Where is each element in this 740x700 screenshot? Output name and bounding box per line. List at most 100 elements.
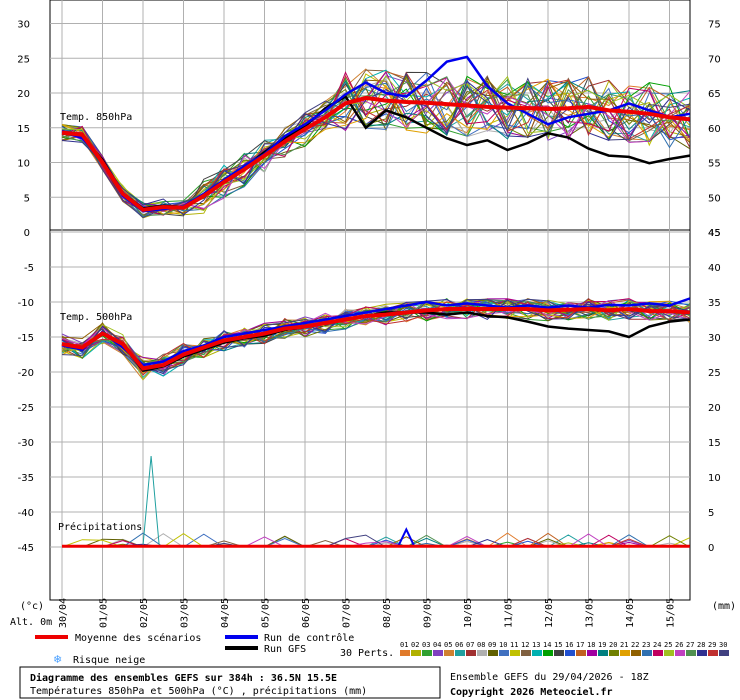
pert-swatch [444,650,454,656]
footer-subtitle: Températures 850hPa et 500hPa (°C) , pré… [30,685,367,697]
pert-swatch [697,650,707,656]
x-tick-label: 12/05 [544,598,555,628]
y-tick-right: 35 [708,298,721,309]
y-tick-right: 30 [708,333,721,344]
pert-number: 22 [631,641,639,649]
pert-swatch [488,650,498,656]
pert-swatch [708,650,718,656]
t500-label: Temp. 500hPa [60,312,132,323]
pert-number: 04 [433,641,441,649]
x-tick-label: 14/05 [625,598,636,628]
footer-title: Diagramme des ensembles GEFS sur 384h : … [30,672,337,684]
pert-swatch [477,650,487,656]
pert-swatch [521,650,531,656]
pert-line-850 [61,71,690,212]
pert-swatch [719,650,729,656]
y-tick-right: 5 [708,508,714,519]
y-tick-right: 45 [708,228,721,239]
y-tick-left: -35 [18,473,34,484]
y-tick-left: -20 [18,368,34,379]
pert-swatch [411,650,421,656]
pert-line-850 [61,76,690,219]
x-tick-label: 11/05 [504,598,515,628]
pert-number: 16 [565,641,573,649]
pert-number: 03 [422,641,430,649]
unit-right: (mm) [712,601,736,612]
series [61,55,691,548]
y-tick-right: 25 [708,368,721,379]
x-tick-label: 13/05 [585,598,596,628]
y-tick-right: 50 [708,193,721,204]
footer-box [19,666,441,699]
x-tick-label: 05/05 [261,598,272,628]
y-tick-left: -25 [18,403,34,414]
pert-swatch [499,650,509,656]
legend-snow: Risque neige [73,655,145,666]
pert-swatch [675,650,685,656]
pert-number: 05 [444,641,452,649]
pert-number: 10 [499,641,507,649]
pert-number: 30 [719,641,727,649]
pert-line-850 [61,78,691,218]
pert-swatch [543,650,553,656]
pert-number: 14 [543,641,551,649]
pert-swatch [686,650,696,656]
pert-number: 29 [708,641,716,649]
x-tick-label: 30/04 [58,598,69,628]
x-tick-label: 10/05 [463,598,474,628]
pert-number: 13 [532,641,540,649]
pert-number: 01 [400,641,408,649]
mean-line-850 [61,95,691,212]
pert-swatch [598,650,608,656]
pert-swatch [620,650,630,656]
precip-label: Précipitations [58,521,142,533]
pert-number: 17 [576,641,584,649]
pert-number: 24 [653,641,661,649]
pert-number: 20 [609,641,617,649]
y-tick-left: 15 [17,124,30,135]
y-tick-left: 5 [24,193,30,204]
pert-swatch [466,650,476,656]
pert-number: 18 [587,641,595,649]
pert-number: 15 [554,641,562,649]
legend-mean: Moyenne des scénarios [75,632,201,644]
y-tick-right: 15 [708,438,721,449]
footer-copyright: Copyright 2026 Meteociel.fr [450,686,613,698]
pert-number: 09 [488,641,496,649]
t850-label: Temp. 850hPa [60,112,132,123]
y-tick-left: 20 [17,89,30,100]
pert-number: 26 [675,641,683,649]
pert-swatch [576,650,586,656]
y-tick-right: 65 [708,89,721,100]
control-precip [397,527,416,547]
pert-line-850 [61,78,691,215]
precip-peak [142,455,160,546]
legend-control: Run de contrôle [264,632,354,644]
pert-number: 06 [455,641,463,649]
pert-swatch [642,650,652,656]
pert-swatch [455,650,465,656]
pert-number: 27 [686,641,694,649]
pert-swatch [653,650,663,656]
y-tick-left: 10 [17,159,30,170]
y-tick-right: 55 [708,159,721,170]
pert-number: 12 [521,641,529,649]
pert-swatch [433,650,443,656]
unit-left: (°c) [20,601,44,612]
legend-gfs: Run GFS [264,644,306,655]
y-tick-right: 60 [708,124,721,135]
x-tick-label: 02/05 [139,598,150,628]
pert-swatch [400,650,410,656]
pert-swatch [422,650,432,656]
x-tick-label: 15/05 [666,598,677,628]
perts-legend: 01 02 03 04 05 06 07 08 09 10 11 12 13 14 15 16 17 18 19 20… [400,641,729,656]
y-tick-right: 0 [708,543,714,554]
pert-swatch [554,650,564,656]
snowflake-icon: ❄ [53,653,62,666]
pert-number: 07 [466,641,474,649]
pert-swatch [510,650,520,656]
y-tick-right: 10 [708,473,721,484]
ticks: 30/04 01/05 02/05 03/05 04/05 05/05 06/05 07/05… [17,20,720,629]
pert-number: 11 [510,641,518,649]
pert-swatch [532,650,542,656]
